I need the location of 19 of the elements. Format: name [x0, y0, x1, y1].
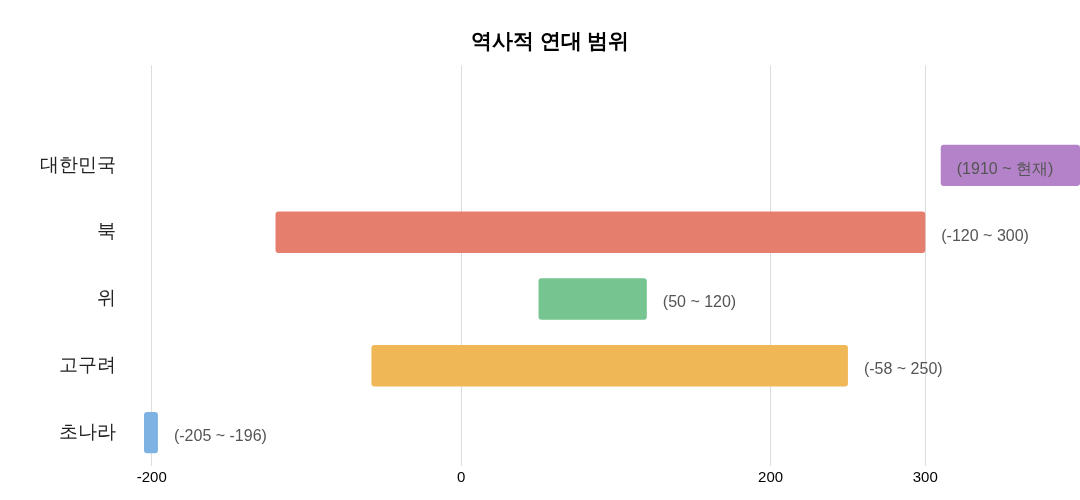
x-tick-label: 200 — [758, 468, 784, 486]
y-tick-label: 초나라 — [59, 420, 116, 442]
data-label: (-58 ~ 250) — [863, 360, 943, 378]
bar — [538, 278, 647, 320]
bar — [275, 211, 926, 253]
chart-title: 역사적 연대 범위 — [470, 29, 630, 53]
y-tick-label: 위 — [97, 287, 116, 309]
data-label: (-205 ~ -196) — [173, 427, 267, 445]
y-tick-label: 북 — [97, 220, 116, 242]
y-tick-label: 대한민국 — [40, 153, 116, 175]
x-tick-label: 300 — [912, 468, 938, 486]
data-label: (-120 ~ 300) — [941, 226, 1029, 244]
y-tick-label: 고구려 — [59, 354, 116, 376]
x-tick-label: 0 — [456, 468, 466, 486]
x-tick-label: -200 — [136, 468, 167, 486]
bar — [371, 345, 848, 387]
bar — [144, 411, 158, 454]
data-label: (50 ~ 120) — [662, 293, 737, 311]
annotation: (1910 ~ 현재) — [956, 159, 1054, 177]
